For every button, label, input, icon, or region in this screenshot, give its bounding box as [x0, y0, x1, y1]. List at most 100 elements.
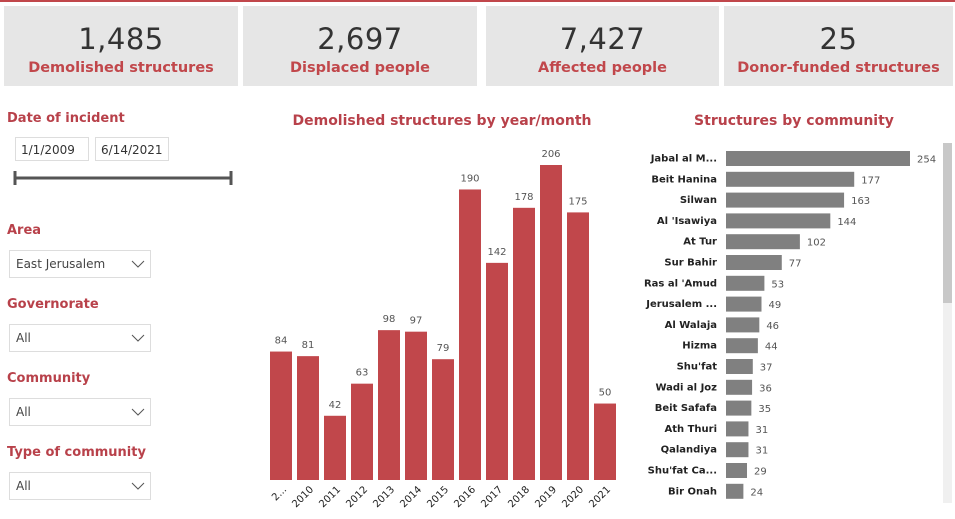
bar [378, 330, 400, 480]
dropdown[interactable]: All [9, 398, 151, 426]
kpi-label: Affected people [538, 60, 667, 76]
value-label: 84 [275, 336, 288, 347]
category-label: Qalandiya [661, 445, 717, 456]
kpi-value: 1,485 [78, 22, 164, 56]
dropdown[interactable]: East Jerusalem [9, 250, 151, 278]
value-label: 190 [460, 173, 479, 184]
category-label: Hizma [682, 341, 717, 352]
category-label: Sur Bahir [664, 258, 717, 269]
value-label: 178 [514, 192, 533, 203]
bar [405, 331, 427, 480]
category-label: Bir Onah [668, 486, 717, 497]
date-slider[interactable] [10, 168, 236, 188]
category-label: Silwan [680, 195, 717, 206]
value-label: 175 [568, 196, 587, 207]
x-tick-label: 2011 [317, 484, 343, 510]
category-label: Wadi al Joz [655, 382, 717, 393]
bar [726, 192, 845, 208]
value-label: 63 [356, 368, 369, 379]
value-label: 97 [410, 316, 423, 327]
value-label: 36 [759, 383, 772, 394]
category-label: Al Walaja [665, 320, 717, 331]
bar [459, 189, 481, 481]
value-label: 49 [768, 300, 781, 311]
x-tick-label: 2018 [506, 484, 532, 510]
dropdown-value: East Jerusalem [16, 257, 106, 271]
x-tick-label: 2013 [371, 484, 397, 510]
value-label: 35 [758, 404, 771, 415]
bar [594, 403, 616, 480]
chevron [131, 408, 145, 416]
dropdown[interactable]: All [9, 472, 151, 500]
category-label: Shu'fat Ca... [648, 466, 717, 477]
bar [540, 165, 562, 480]
category-label: Beit Safafa [655, 403, 717, 414]
bar [726, 442, 749, 458]
scrollbar-track[interactable] [943, 143, 952, 503]
kpi-value: 25 [819, 22, 858, 56]
bar [726, 317, 760, 333]
value-label: 29 [754, 467, 767, 478]
x-tick-label: 2019 [533, 484, 559, 510]
kpi-value: 2,697 [317, 22, 403, 56]
kpi-card: 2,697 Displaced people [243, 6, 477, 86]
kpi-card: 7,427 Affected people [486, 6, 719, 86]
bar [567, 212, 589, 481]
bar [486, 262, 508, 480]
category-label: Ath Thuri [664, 424, 717, 435]
chart-title: Structures by community [694, 113, 894, 129]
value-label: 31 [755, 446, 768, 457]
value-label: 77 [789, 259, 802, 270]
x-tick-label: 2016 [452, 484, 478, 510]
value-label: 81 [302, 340, 315, 351]
category-label: Beit Hanina [651, 174, 717, 185]
filter-title: Area [7, 223, 42, 238]
value-label: 144 [837, 217, 856, 228]
scrollbar-thumb[interactable] [943, 143, 952, 303]
bar [726, 338, 758, 354]
x-tick-label: 2020 [560, 484, 586, 510]
bar [726, 234, 800, 250]
dropdown-value: All [16, 479, 31, 493]
bar [270, 351, 292, 480]
bar [726, 275, 765, 291]
filter-title: Type of community [7, 445, 146, 460]
bar [726, 400, 752, 416]
bar [726, 296, 762, 312]
x-tick-label: 2015 [425, 484, 451, 510]
value-label: 46 [766, 321, 779, 332]
kpi-card: 1,485 Demolished structures [4, 6, 238, 86]
bar [432, 359, 454, 480]
value-label: 53 [771, 279, 784, 290]
x-tick-label: 2... [270, 484, 289, 503]
bar [324, 415, 346, 480]
value-label: 142 [487, 247, 506, 258]
value-label: 42 [329, 400, 342, 411]
value-label: 79 [437, 343, 450, 354]
value-label: 31 [755, 425, 768, 436]
kpi-label: Displaced people [290, 60, 430, 76]
dropdown-value: All [16, 405, 31, 419]
kpi-label: Demolished structures [28, 60, 214, 76]
chevron [131, 482, 145, 490]
bar [726, 171, 855, 187]
x-tick-label: 2010 [290, 484, 316, 510]
dropdown[interactable]: All [9, 324, 151, 352]
value-label: 102 [807, 238, 826, 249]
chevron [131, 334, 145, 342]
category-label: Al 'Isawiya [657, 216, 717, 227]
filter-title: Community [7, 371, 91, 386]
bar [726, 463, 748, 478]
kpi-value: 7,427 [559, 22, 646, 56]
bar [726, 213, 831, 229]
top-accent [0, 0, 955, 2]
date-end[interactable]: 6/14/2021 [95, 137, 169, 161]
bar [297, 356, 319, 480]
bar [726, 255, 782, 270]
filter-title: Date of incident [7, 111, 125, 126]
value-label: 163 [851, 196, 870, 207]
category-label: Jabal al M... [650, 154, 717, 165]
value-label: 177 [861, 175, 880, 186]
date-start[interactable]: 1/1/2009 [15, 137, 89, 161]
